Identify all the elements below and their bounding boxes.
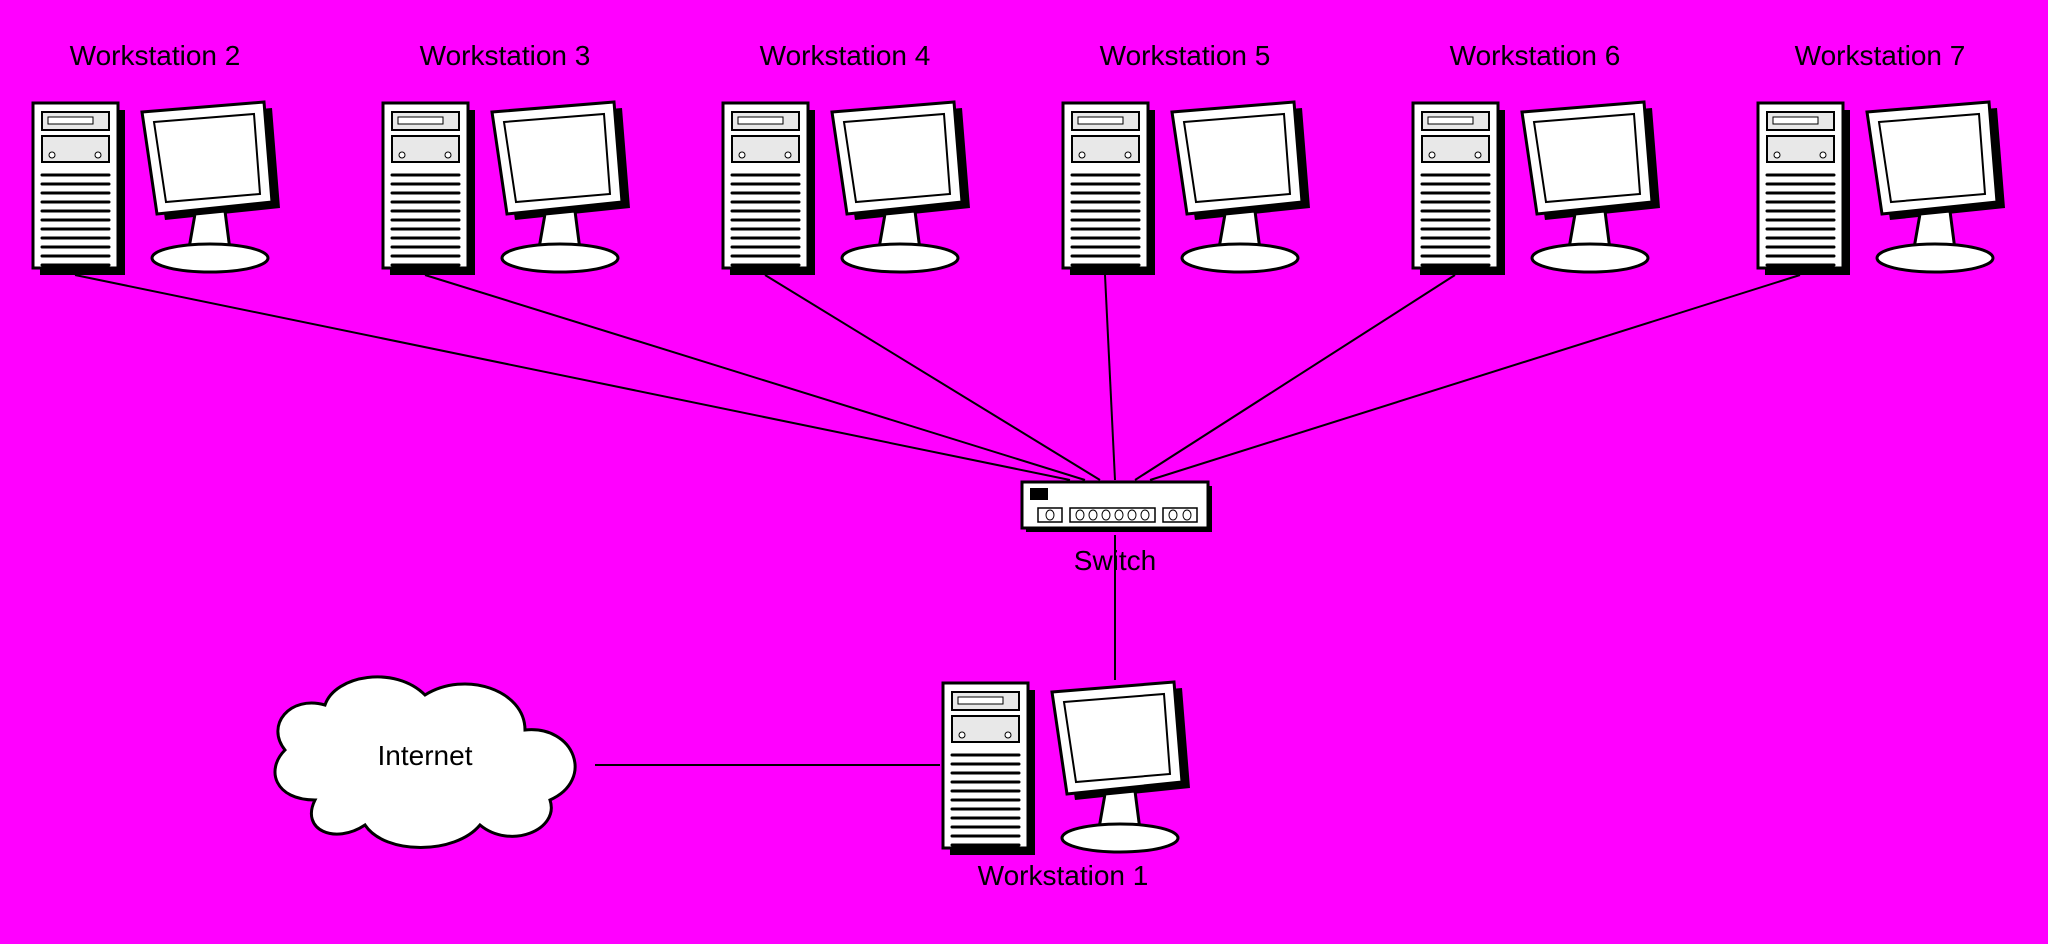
workstation-3-label: Workstation 3 (405, 40, 605, 72)
workstation-2-label: Workstation 2 (55, 40, 255, 72)
switch-icon (1020, 480, 1215, 535)
workstation-6-label: Workstation 6 (1435, 40, 1635, 72)
workstation-4-icon (720, 100, 970, 275)
workstation-1-icon (940, 680, 1190, 855)
workstation-4-label: Workstation 4 (745, 40, 945, 72)
workstation-2-icon (30, 100, 280, 275)
workstation-1-label: Workstation 1 (963, 860, 1163, 892)
workstation-6-icon (1410, 100, 1660, 275)
workstation-7-icon (1755, 100, 2005, 275)
workstation-5-icon (1060, 100, 1310, 275)
switch-label: Switch (1065, 545, 1165, 577)
workstation-5-label: Workstation 5 (1085, 40, 1285, 72)
diagram-canvas: Workstation 2 Workstation 3 Workstation … (0, 0, 2048, 944)
internet-label: Internet (365, 740, 485, 772)
workstation-3-icon (380, 100, 630, 275)
workstation-7-label: Workstation 7 (1780, 40, 1980, 72)
